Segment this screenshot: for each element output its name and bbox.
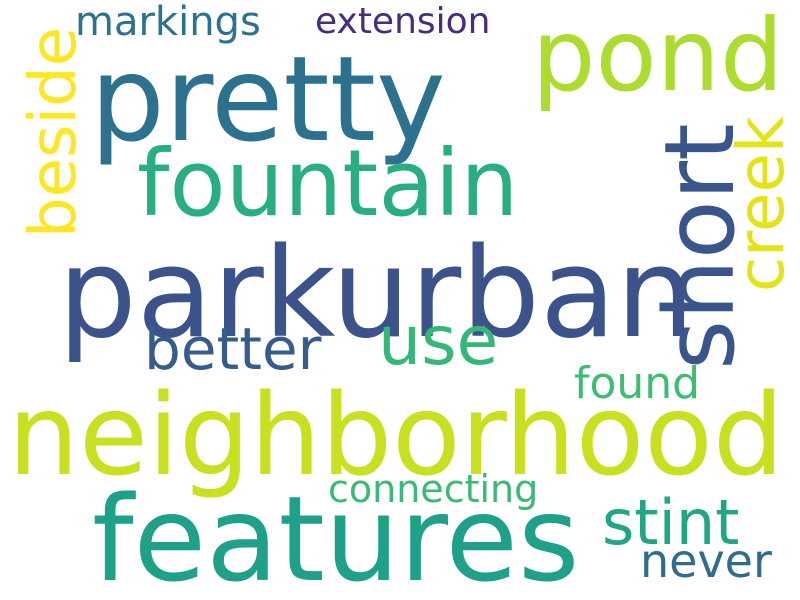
word-features: features — [92, 470, 580, 600]
word-creek: creek — [725, 116, 799, 292]
word-markings: markings — [75, 0, 261, 45]
word-extension: extension — [315, 1, 491, 42]
word-pretty: pretty — [90, 30, 446, 168]
word-neighborhood: neighborhood — [8, 371, 784, 501]
word-fountain: fountain — [137, 130, 519, 237]
word-beside: beside — [17, 26, 91, 238]
word-connecting: connecting — [328, 467, 539, 511]
word-better: better — [144, 315, 322, 383]
word-stint: stint — [602, 486, 740, 559]
word-found: found — [574, 358, 701, 409]
word-never: never — [640, 534, 772, 588]
word-pond: pond — [532, 0, 784, 114]
word-parkurban: parkurban — [58, 222, 695, 366]
word-use: use — [378, 302, 499, 381]
